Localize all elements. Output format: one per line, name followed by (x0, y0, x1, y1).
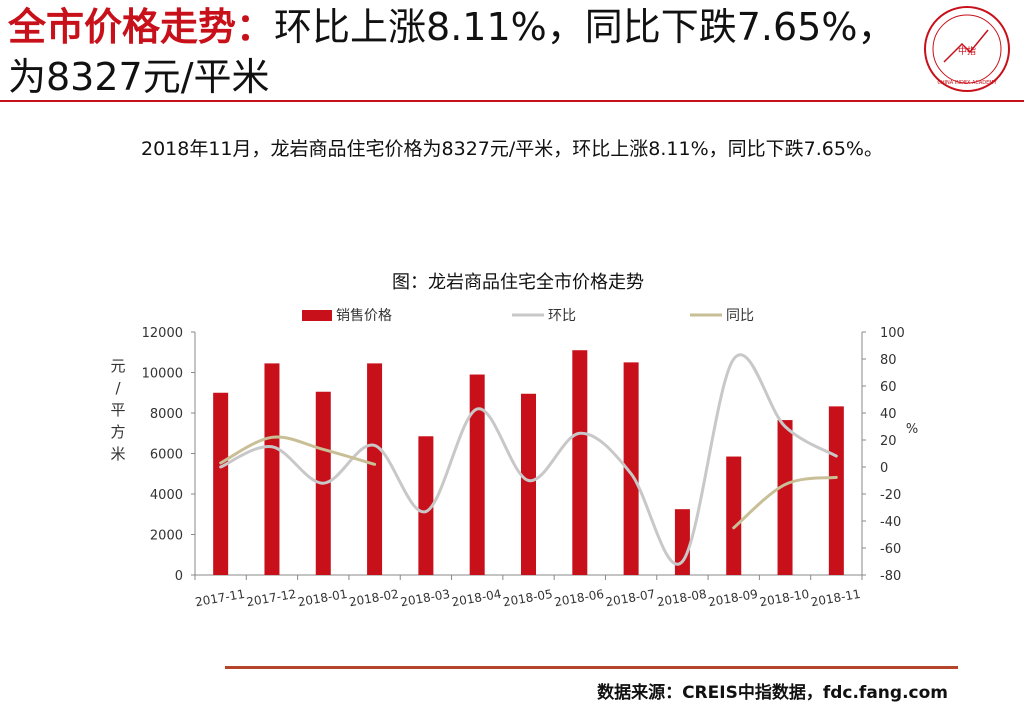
logo-ring-text: CHINA INDEX ACADEMY (937, 80, 997, 86)
chart-legend: 销售价格 环比 同比 (302, 308, 754, 324)
price-bar (777, 420, 793, 575)
axis-labels: 0 2000 4000 6000 8000 10000 12000 -80 -60 -40 -20 0… (110, 326, 918, 609)
yoy-line (219, 435, 377, 466)
x-tick-label: 2018-02 (348, 587, 400, 609)
left-tick-label: 12000 (142, 326, 183, 341)
right-tick-label: -40 (880, 515, 901, 530)
price-bar (726, 456, 742, 575)
chart-title: 图：龙岩商品住宅全市价格走势 (392, 272, 644, 293)
price-bar (521, 393, 536, 575)
x-tick-label: 2018-01 (297, 587, 349, 609)
right-tick-label: 20 (880, 434, 897, 449)
footer-divider (225, 666, 958, 669)
title-highlight: 全市价格走势： (8, 5, 275, 49)
x-tick-label: 2017-11 (194, 587, 246, 609)
price-bar (264, 363, 280, 575)
right-tick-label: 60 (880, 380, 897, 395)
x-tick-label: 2018-06 (553, 587, 605, 609)
price-bar (828, 406, 844, 575)
price-bar (418, 436, 434, 575)
title-rest: 环比上涨8.11%，同比下跌7.65%，为8327元/平米 (8, 5, 896, 99)
ratio-lines (219, 353, 838, 566)
right-tick-label: 40 (880, 407, 897, 422)
x-tick-label: 2018-08 (656, 587, 708, 609)
right-tick-label: 80 (880, 353, 897, 368)
right-tick-label: -20 (880, 488, 901, 503)
left-axis-title-char: 米 (110, 445, 125, 463)
price-bar (213, 392, 229, 575)
x-tick-label: 2018-11 (810, 587, 862, 609)
price-bars (213, 350, 844, 575)
left-axis-title-char: / (115, 379, 121, 397)
summary-text: 2018年11月，龙岩商品住宅价格为8327元/平米，环比上涨8.11%，同比下… (140, 138, 883, 160)
legend-label-price: 销售价格 (336, 308, 392, 324)
right-tick-label: 100 (880, 326, 905, 341)
left-axis-title-char: 平 (110, 401, 125, 419)
left-tick-label: 2000 (150, 529, 183, 544)
data-source: 数据来源：CREIS中指数据，fdc.fang.com (597, 683, 948, 703)
left-axis-title-char: 方 (110, 423, 125, 441)
right-axis-title: % (906, 422, 918, 437)
title-divider (0, 100, 1024, 102)
left-tick-label: 8000 (150, 407, 183, 422)
yoy-line (732, 475, 838, 530)
price-bar (572, 350, 588, 575)
x-tick-label: 2018-09 (707, 587, 759, 609)
x-tick-label: 2018-07 (605, 587, 657, 609)
china-index-academy-logo: 中指 CHINA INDEX ACADEMY (924, 6, 1010, 92)
right-tick-label: -60 (880, 542, 901, 557)
x-tick-label: 2018-05 (502, 587, 554, 609)
page-title: 全市价格走势：环比上涨8.11%，同比下跌7.65%，为8327元/平米 (8, 2, 908, 102)
right-tick-label: -80 (880, 569, 901, 584)
x-tick-label: 2017-12 (245, 587, 297, 609)
left-tick-label: 10000 (142, 367, 183, 382)
price-bar (367, 363, 383, 575)
logo-center-text: 中指 (958, 45, 976, 57)
left-tick-label: 6000 (150, 448, 183, 463)
x-tick-label: 2018-03 (399, 587, 451, 609)
left-tick-label: 4000 (150, 488, 183, 503)
legend-swatch-price (302, 310, 332, 321)
left-tick-label: 0 (175, 569, 183, 584)
price-trend-chart: 图：龙岩商品住宅全市价格走势 销售价格 环比 同比 0200040006000800… (110, 272, 918, 609)
price-bar (469, 374, 485, 575)
legend-label-yoy: 同比 (726, 308, 754, 324)
x-tick-label: 2018-04 (451, 587, 503, 609)
price-bar (623, 362, 639, 575)
price-bar (674, 509, 690, 575)
legend-label-mom: 环比 (548, 308, 576, 324)
left-axis-title-char: 元 (110, 357, 125, 375)
right-tick-label: 0 (880, 461, 888, 476)
x-tick-label: 2018-10 (758, 587, 810, 609)
mom-line (219, 353, 838, 566)
